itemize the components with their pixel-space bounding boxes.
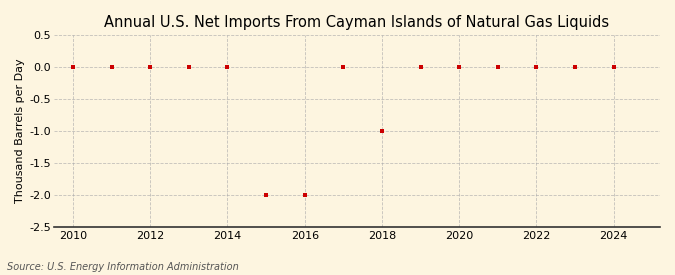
Title: Annual U.S. Net Imports From Cayman Islands of Natural Gas Liquids: Annual U.S. Net Imports From Cayman Isla… xyxy=(104,15,610,30)
Text: Source: U.S. Energy Information Administration: Source: U.S. Energy Information Administ… xyxy=(7,262,238,272)
Y-axis label: Thousand Barrels per Day: Thousand Barrels per Day xyxy=(15,59,25,203)
